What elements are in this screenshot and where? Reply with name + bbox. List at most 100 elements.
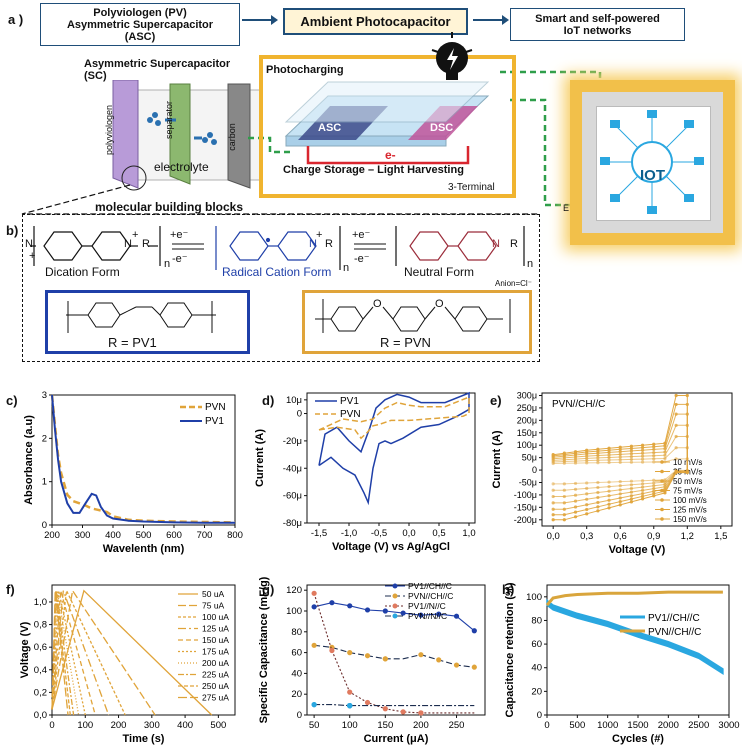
r-3: R (510, 238, 518, 250)
legend-pv1: PV1 (340, 396, 359, 407)
legend-label: 175 uA (202, 647, 229, 657)
cv-point (607, 485, 611, 489)
data-point (436, 611, 442, 617)
y-axis-label: Specific Capacitance (mF/g) (258, 576, 270, 723)
cv-point (652, 484, 656, 488)
cv-point (562, 518, 566, 522)
pvn-label: R = PVN (380, 335, 431, 350)
absorbance-chart: 200 300 400 500 600 700 800 0 1 2 3 Wavelenth (nm) A… (23, 390, 243, 555)
y-tick-label: -60μ (283, 491, 302, 502)
cv-point (640, 494, 645, 498)
x-tick-label: 100 (342, 720, 358, 731)
data-point (453, 613, 460, 619)
plot-frame (541, 392, 733, 527)
legend-pv1: PV1//CH//C (648, 613, 700, 624)
ambient-photocapacitor-box: Ambient Photocapacitor (283, 8, 468, 35)
cv-point (551, 494, 555, 499)
y-tick-label: 40 (531, 663, 542, 674)
cv-point (674, 423, 678, 427)
legend-label: 150 mV/s (673, 515, 707, 524)
redox-structures (30, 226, 525, 270)
cv-point (618, 488, 622, 492)
n-right-1: N (124, 238, 132, 250)
cv-point (640, 443, 645, 447)
legend-marker (392, 593, 398, 599)
x-tick-label: 2000 (658, 720, 679, 731)
cv-point (652, 450, 656, 455)
panel-f-label: f) (6, 582, 15, 597)
y-tick-label: 50μ (522, 453, 537, 463)
cv-point (596, 456, 600, 460)
legend-marker (392, 603, 398, 609)
x-tick-label: 50 (309, 720, 320, 731)
series-line (313, 602, 475, 632)
cv-point (562, 451, 566, 455)
cv-point (585, 507, 589, 512)
x-tick-label: 1,2 (681, 531, 694, 542)
scan-rate-chart: 0,0 0,3 0,6 0,9 1,2 1,5 300μ 250μ 200μ 150μ 100μ 50… (491, 390, 733, 556)
y-tick-label: 10μ (286, 395, 302, 406)
data-point (418, 710, 424, 716)
cv-point (562, 501, 566, 505)
y-tick-label: 0,0 (34, 710, 47, 721)
cv-point (629, 486, 634, 491)
x-tick-label: 1000 (597, 720, 618, 731)
plus-3: + (316, 229, 323, 241)
pv1-box: R = PV1 (45, 290, 250, 354)
cv-point (618, 452, 622, 456)
cv-point (551, 453, 555, 457)
cv-point (596, 461, 600, 465)
separator-layer (169, 83, 191, 185)
cv-point (607, 460, 611, 465)
cv-point (652, 457, 656, 461)
retention-chart: 0 500 1000 1500 2000 2500 3000 0 20 40 60 80 100 Cycl… (504, 582, 740, 745)
x-tick-label: -1,5 (311, 528, 327, 539)
cv-point (652, 478, 656, 482)
legend-label: 150 uA (202, 635, 229, 645)
n-left-1: N (25, 238, 33, 250)
x-axis-label: Voltage (V) (609, 544, 666, 556)
gcd-curve (51, 590, 69, 716)
legend-label: PVN//CH//C (408, 591, 453, 601)
cv-point (596, 447, 600, 451)
r-1: R (142, 238, 150, 250)
cv-point (652, 460, 656, 464)
legend-marker (392, 613, 398, 619)
iot-networks-box: Smart and self-powered IoT networks (510, 8, 685, 41)
cv-point (685, 470, 689, 475)
cv-point (596, 509, 600, 513)
cv-point (652, 445, 656, 449)
legend-pvn: PVN//CH//C (648, 627, 701, 638)
y-tick-label: 150μ (517, 428, 537, 438)
cv-point (652, 489, 656, 493)
legend-marker (660, 479, 664, 483)
cv-point (629, 494, 634, 498)
cv-point (652, 447, 656, 452)
r-2: R (325, 238, 333, 250)
molecular-blocks-title: molecular building blocks (95, 200, 244, 214)
cv-point (585, 492, 589, 496)
e-plus-2: +e⁻ (352, 229, 371, 241)
chart-title: PVN//CH//C (552, 399, 605, 410)
cv-point (573, 510, 578, 514)
cv-point (607, 453, 611, 457)
cv-point (562, 513, 566, 517)
cv-point (663, 450, 667, 454)
data-point (382, 608, 388, 614)
cv-point (562, 482, 566, 486)
cv-point (562, 494, 566, 499)
legend-label: 75 mV/s (673, 487, 702, 496)
cv-point (652, 492, 656, 496)
series-line (314, 704, 475, 707)
cv-point (585, 481, 589, 485)
zoom-circle (121, 165, 147, 191)
x-tick-label: 250 (449, 720, 465, 731)
cv-point (629, 497, 634, 501)
cv-point (551, 488, 555, 492)
pvn-structure (315, 299, 511, 333)
radical-label: Radical Cation Form (222, 265, 332, 279)
cv-point (674, 457, 678, 461)
x-tick-label: 300 (75, 530, 91, 541)
photocharging-label: Photocharging (266, 64, 344, 76)
cv-point (652, 486, 656, 491)
